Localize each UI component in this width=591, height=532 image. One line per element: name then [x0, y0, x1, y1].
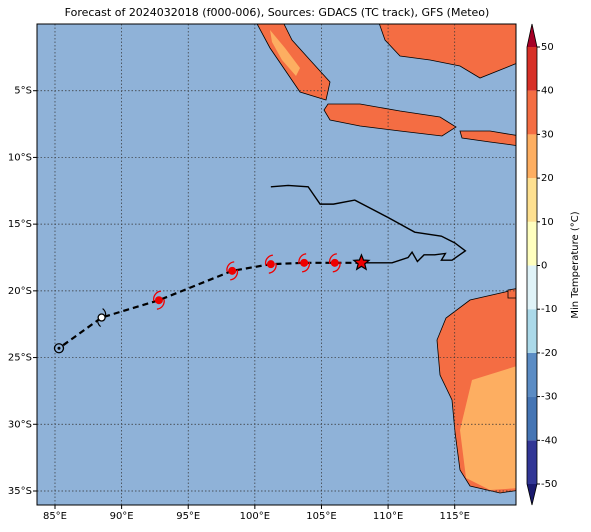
colorbar-tick-label: -30	[541, 392, 557, 403]
x-tick-label: 105°E	[306, 511, 336, 522]
map-title: Forecast of 2024032018 (f000-006), Sourc…	[65, 6, 490, 19]
past-track	[270, 184, 467, 264]
y-tick-label: 5°S	[14, 86, 32, 97]
colorbar-band	[527, 134, 537, 179]
colorbar-tick-label: 0	[541, 261, 547, 272]
colorbar-band	[527, 221, 537, 266]
storm-marker	[228, 266, 237, 275]
y-tick-label: 30°S	[8, 419, 32, 430]
depression-arcs	[97, 308, 107, 328]
current-position	[352, 253, 371, 271]
colorbar-tick-label: 30	[541, 129, 554, 140]
colorbar-band	[527, 352, 537, 397]
colorbar-tick-label: -10	[541, 304, 557, 315]
y-tick-label: 10°S	[8, 152, 32, 163]
storm-arcs	[264, 254, 277, 274]
land	[256, 24, 516, 494]
colorbar-tick-label: -50	[541, 479, 557, 490]
y-tick-label: 15°S	[8, 219, 32, 230]
depression-marker	[97, 313, 106, 322]
colorbar-band	[527, 440, 537, 484]
storm-marker	[266, 260, 275, 269]
x-tick-label: 95°E	[176, 511, 200, 522]
colorbar-band	[527, 396, 537, 441]
x-tick-label: 115°E	[440, 511, 470, 522]
x-tick-label: 110°E	[373, 511, 403, 522]
colorbar-band	[527, 309, 537, 353]
x-tick-label: 100°E	[240, 511, 270, 522]
colorbar-tick-label: -40	[541, 435, 557, 446]
colorbar-band	[527, 178, 537, 222]
colorbar-under	[527, 484, 537, 505]
storm-arcs	[328, 253, 341, 273]
colorbar-band	[527, 265, 537, 310]
storm-marker	[330, 258, 339, 267]
colorbar-tick-label: 50	[541, 42, 554, 53]
low-marker	[53, 343, 65, 354]
colorbar-tick-label: 40	[541, 86, 554, 97]
colorbar-tick-label: 20	[541, 173, 554, 184]
colorbar-tick-label: -20	[541, 348, 557, 359]
storm-marker	[300, 258, 309, 267]
y-tick-label: 25°S	[8, 353, 32, 364]
y-tick-label: 20°S	[8, 286, 32, 297]
y-tick-label: 35°S	[8, 486, 32, 497]
storm-marker	[154, 296, 163, 305]
colorbar-band	[527, 47, 537, 91]
colorbar-over	[527, 24, 537, 47]
map-frame	[36, 23, 517, 506]
colorbar-label: Min Temperature (°C)	[570, 211, 581, 318]
low-dot	[57, 346, 61, 350]
x-tick-label: 85°E	[43, 511, 67, 522]
storm-arcs	[153, 290, 165, 310]
storm-arcs	[226, 261, 239, 281]
colorbar-tick-label: 10	[541, 217, 554, 228]
x-tick-label: 90°E	[110, 511, 134, 522]
storm-arcs	[298, 253, 311, 273]
colorbar-band	[527, 90, 537, 135]
